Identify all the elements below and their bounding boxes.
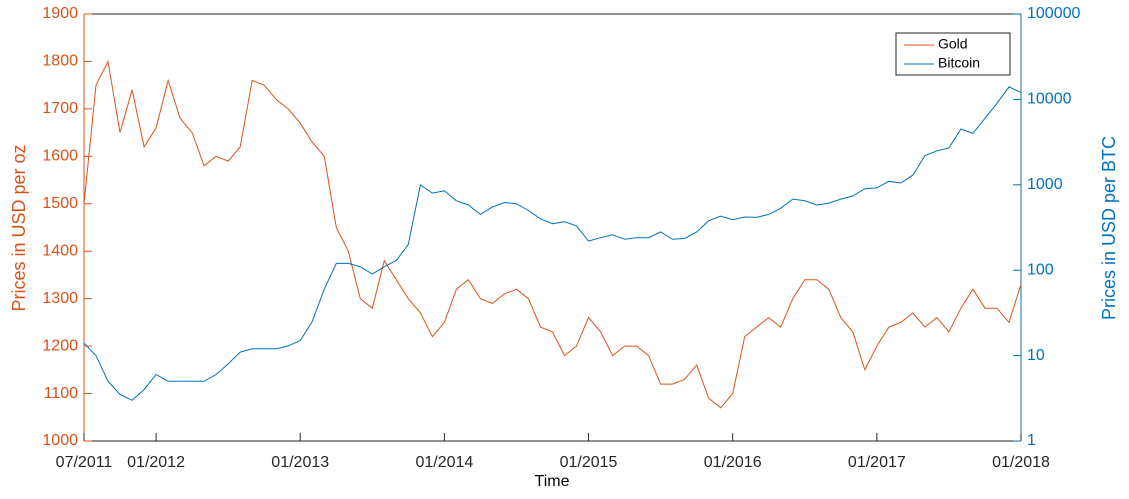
y-tick-label: 1900 bbox=[42, 5, 78, 22]
x-tick-label: 01/2017 bbox=[848, 454, 906, 471]
y-tick-label: 1500 bbox=[42, 195, 78, 212]
y-tick-label: 1600 bbox=[42, 148, 78, 165]
y-tick-label: 1400 bbox=[42, 242, 78, 259]
x-tick-label: 01/2015 bbox=[560, 454, 618, 471]
x-tick-label: 01/2012 bbox=[127, 454, 185, 471]
y-axis-label: Prices in USD per oz bbox=[9, 144, 29, 311]
x-axis-label: Time bbox=[535, 473, 570, 490]
y2-tick-label: 1000 bbox=[1027, 176, 1063, 193]
series-line bbox=[83, 59, 1022, 409]
legend-box bbox=[895, 32, 1011, 76]
y2-tick-label: 100 bbox=[1027, 261, 1054, 278]
y-tick-label: 1000 bbox=[42, 432, 78, 449]
x-tick-label: 01/2018 bbox=[992, 454, 1050, 471]
legend-label: Gold bbox=[938, 36, 968, 52]
y-tick-label: 1800 bbox=[42, 53, 78, 70]
y2-axis-label: Prices in USD per BTC bbox=[1099, 136, 1119, 320]
y2-tick-label: 10 bbox=[1027, 347, 1045, 364]
x-tick-label: 07/2011 bbox=[56, 454, 113, 471]
series-line bbox=[83, 86, 1022, 401]
y-tick-label: 1700 bbox=[42, 100, 78, 117]
legend-label: Bitcoin bbox=[938, 55, 980, 71]
y-tick-label: 1200 bbox=[42, 337, 78, 354]
y-tick-label: 1300 bbox=[42, 290, 78, 307]
x-tick-label: 01/2014 bbox=[415, 454, 473, 471]
x-tick-label: 01/2016 bbox=[704, 454, 762, 471]
x-tick-label: 01/2013 bbox=[271, 454, 329, 471]
y2-tick-label: 10000 bbox=[1027, 91, 1072, 108]
y-tick-label: 1100 bbox=[44, 385, 79, 402]
y2-tick-label: 100000 bbox=[1027, 5, 1080, 22]
legend: Gold Bitcoin bbox=[895, 32, 1011, 76]
y2-tick-label: 1 bbox=[1027, 432, 1036, 449]
